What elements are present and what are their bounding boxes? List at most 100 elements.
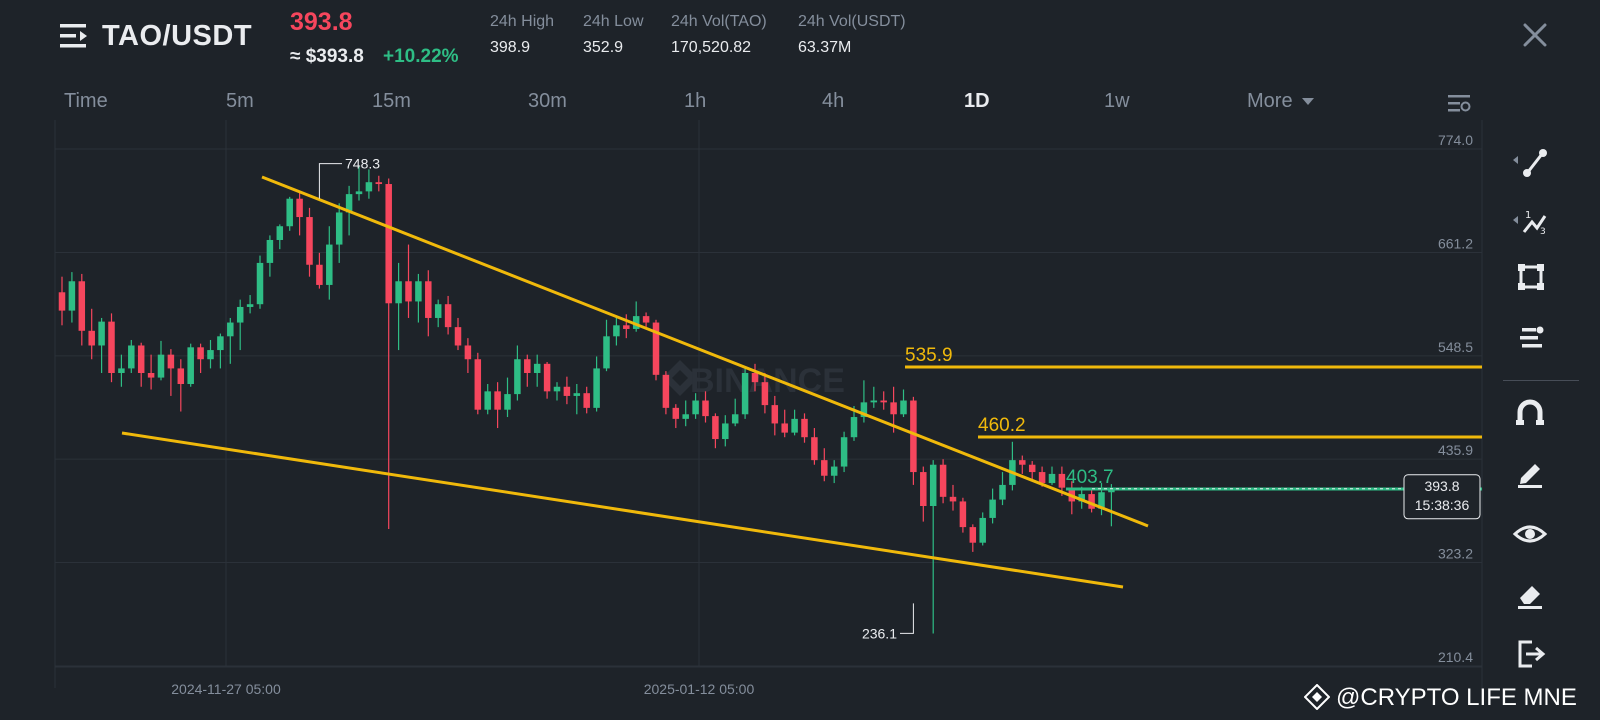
magnet-icon bbox=[1516, 399, 1544, 425]
candle-body bbox=[365, 182, 373, 192]
menu-icon[interactable] bbox=[60, 22, 90, 50]
pencil-tool[interactable] bbox=[1500, 450, 1560, 494]
candle-body bbox=[504, 394, 511, 410]
candle-body bbox=[197, 347, 204, 360]
diamond-logo-icon bbox=[1304, 684, 1330, 710]
candle-body bbox=[524, 359, 531, 373]
svg-text:3: 3 bbox=[1540, 227, 1546, 237]
candle-body bbox=[999, 484, 1006, 500]
svg-text:1: 1 bbox=[1525, 210, 1531, 221]
candle-body bbox=[623, 325, 630, 329]
candle-body bbox=[316, 264, 323, 285]
pair-name[interactable]: TAO/USDT bbox=[102, 20, 253, 52]
tf-1h[interactable]: 1h bbox=[684, 90, 707, 112]
candle-body bbox=[593, 368, 600, 408]
candle-body bbox=[821, 460, 828, 476]
upper-trendline bbox=[261, 175, 1149, 528]
fib-tool-icon: 1 3 bbox=[1513, 210, 1547, 237]
rectangle-tool[interactable] bbox=[1500, 256, 1560, 300]
candle-body bbox=[682, 414, 689, 419]
fib-tool[interactable]: 1 3 bbox=[1500, 200, 1560, 244]
candle-body bbox=[880, 400, 887, 403]
candle-body bbox=[1019, 460, 1026, 465]
high-annotation-label: 748.3 bbox=[345, 156, 380, 172]
candle-body bbox=[385, 184, 392, 304]
magnet-tool[interactable] bbox=[1500, 390, 1560, 434]
candle-body bbox=[563, 386, 571, 396]
y-axis-tick-label: 323.2 bbox=[1438, 546, 1473, 562]
candle-body bbox=[632, 316, 640, 329]
eraser-tool[interactable] bbox=[1500, 572, 1560, 616]
change-percent: +10.22% bbox=[383, 46, 459, 67]
candle-body bbox=[474, 359, 482, 410]
candle-body bbox=[147, 372, 155, 378]
stat-label: 24h High bbox=[490, 13, 555, 30]
rectangle-icon bbox=[1518, 264, 1544, 290]
tf-5m[interactable]: 5m bbox=[226, 90, 254, 112]
candle-body bbox=[910, 400, 917, 473]
tf-more[interactable]: More bbox=[1247, 90, 1315, 113]
brush-tool[interactable] bbox=[1500, 316, 1560, 360]
candle-body bbox=[58, 292, 66, 311]
candle-body bbox=[405, 281, 412, 302]
exit-tool[interactable] bbox=[1500, 632, 1560, 676]
candle-body bbox=[454, 327, 462, 346]
candle-body bbox=[603, 336, 610, 369]
low-annotation-label: 236.1 bbox=[862, 625, 897, 641]
candle-body bbox=[256, 262, 264, 305]
candle-body bbox=[553, 386, 561, 392]
tf-15m[interactable]: 15m bbox=[372, 90, 411, 112]
tf-4h[interactable]: 4h bbox=[822, 90, 845, 112]
candle-body bbox=[840, 437, 848, 467]
stat-24h-low: 24h Low 352.9 bbox=[583, 13, 644, 57]
candle-body bbox=[1108, 488, 1115, 493]
y-axis-tick-label: 661.2 bbox=[1438, 235, 1473, 251]
candle-body bbox=[712, 416, 719, 440]
candle-body bbox=[613, 325, 620, 337]
chart-settings-icon[interactable] bbox=[1447, 92, 1471, 114]
toolbar-divider bbox=[1503, 380, 1579, 381]
candle-countdown-label: 15:38:36 bbox=[1415, 497, 1470, 513]
candle-body bbox=[1038, 472, 1046, 484]
candle-body bbox=[533, 363, 541, 373]
candle-body bbox=[335, 212, 343, 245]
candle-body bbox=[969, 527, 977, 543]
eye-tool[interactable] bbox=[1500, 512, 1560, 556]
exit-icon bbox=[1518, 640, 1546, 668]
tf-1d[interactable]: 1D bbox=[964, 90, 990, 112]
stat-value: 170,520.82 bbox=[671, 39, 752, 56]
stat-24h-vol-usdt: 24h Vol(USDT) 63.37M bbox=[798, 13, 906, 57]
candle-body bbox=[484, 391, 491, 410]
tf-time[interactable]: Time bbox=[64, 90, 108, 112]
candle-body bbox=[900, 400, 907, 415]
candle-body bbox=[811, 437, 818, 461]
tf-30m[interactable]: 30m bbox=[528, 90, 567, 112]
trend-line-tool[interactable] bbox=[1500, 140, 1560, 184]
high-annotation-line bbox=[318, 163, 342, 199]
candle-body bbox=[355, 191, 363, 195]
candle-body bbox=[870, 400, 878, 403]
candle-body bbox=[296, 198, 303, 218]
stat-value: 63.37M bbox=[798, 39, 852, 56]
candle-body bbox=[672, 407, 680, 419]
candle-body bbox=[949, 496, 957, 502]
candle-body bbox=[177, 368, 185, 385]
candle-body bbox=[929, 464, 937, 507]
y-axis-tick-label: 210.4 bbox=[1438, 649, 1473, 665]
y-axis-tick-label: 548.5 bbox=[1438, 339, 1473, 355]
candle-body bbox=[494, 391, 501, 410]
candle-body bbox=[88, 330, 95, 346]
usd-price: ≈ $393.8 bbox=[290, 46, 364, 67]
candle-body bbox=[761, 382, 769, 406]
candle-body bbox=[642, 316, 650, 323]
eraser-icon bbox=[1518, 586, 1542, 609]
candle-body bbox=[98, 321, 105, 346]
candle-body bbox=[731, 414, 739, 424]
candle-body bbox=[227, 322, 234, 337]
tf-1w[interactable]: 1w bbox=[1104, 90, 1130, 112]
candle-body bbox=[860, 402, 868, 418]
y-axis-tick-label: 435.9 bbox=[1438, 442, 1473, 458]
close-icon[interactable] bbox=[1522, 22, 1548, 48]
candle-body bbox=[157, 354, 165, 378]
